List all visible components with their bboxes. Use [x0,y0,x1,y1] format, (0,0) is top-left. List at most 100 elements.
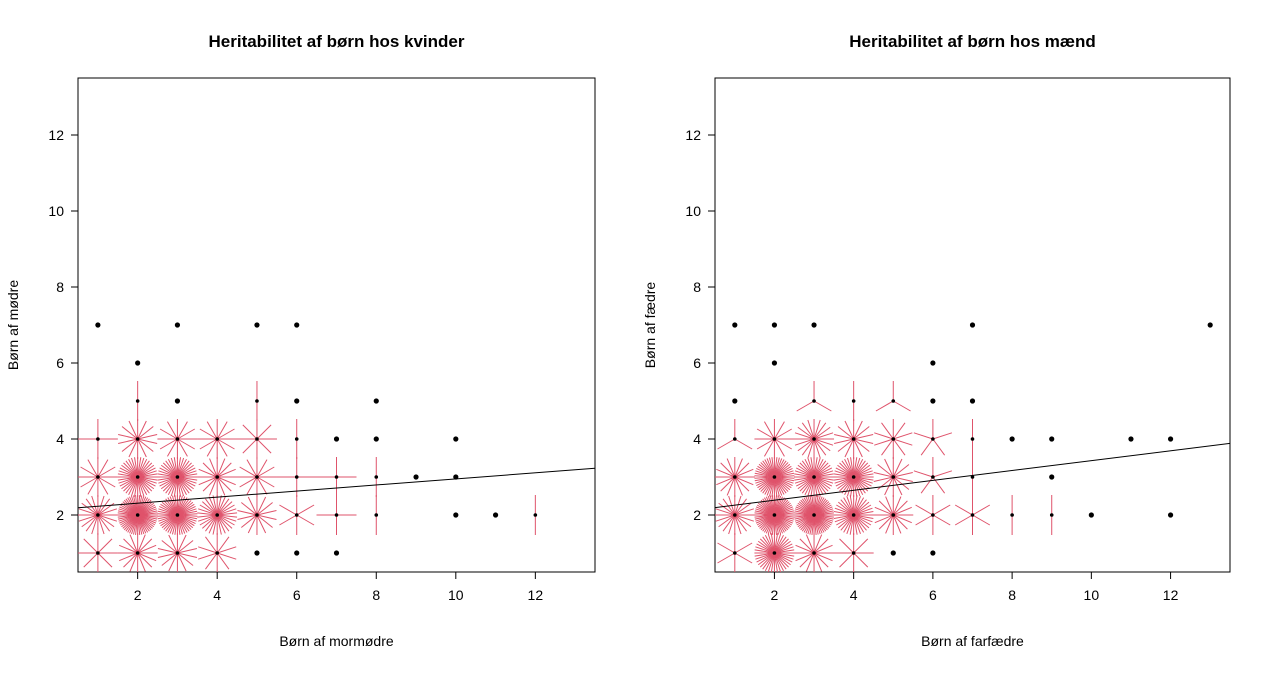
point-center [891,399,896,403]
petal [853,507,873,516]
petal [834,434,854,440]
petal [734,542,753,554]
petal [801,476,815,494]
sunflower-point [715,495,755,535]
petal [159,438,178,450]
petal [770,552,775,572]
petal [893,400,911,412]
sunflower-point [174,322,181,328]
petal [839,476,855,492]
petal [813,476,831,490]
petal [217,546,237,554]
sunflower-point [1128,436,1134,442]
sunflower-point [834,419,874,459]
petal [773,438,785,457]
sunflower-point [1088,512,1094,518]
petal [920,476,934,494]
petal [170,476,178,497]
sunflower-point [1167,512,1174,518]
petal [885,514,894,534]
petal [726,476,736,496]
petal [177,462,192,478]
petal [853,496,861,516]
petal [774,536,787,554]
y-tick-label: 12 [48,127,64,143]
petal [118,438,138,444]
petal [217,476,236,486]
petal [97,508,118,516]
sunflower-point [913,419,953,456]
petal [801,438,815,456]
petal [217,514,237,522]
regression-line [715,442,1230,509]
petal [764,552,775,572]
petal [137,476,153,492]
sunflower-point [373,398,379,404]
petal [137,534,146,554]
petal [756,428,775,440]
petal [833,514,854,519]
petal [125,476,139,494]
petal [722,514,736,532]
point-center [254,322,260,328]
sunflower-point [316,457,357,497]
petal [166,438,178,457]
petal [199,504,218,516]
petal [813,476,821,497]
sunflower-point [117,457,158,497]
petal [893,506,912,516]
chart-title: Heritabilitet af børn hos mænd [849,32,1096,51]
petal [256,514,273,528]
petal [177,540,194,554]
petal [755,546,775,554]
petal [844,476,855,496]
sunflower-point [754,457,795,497]
petal [734,508,754,516]
petal [756,438,775,450]
petal [119,467,138,478]
sunflower-point [754,533,795,572]
point-center [135,437,140,441]
petal [176,457,182,478]
x-tick-label: 6 [929,587,937,603]
petal [239,466,258,478]
sunflower-point [157,457,198,497]
sunflower-point [135,360,141,366]
x-tick-label: 8 [1008,587,1016,603]
petal [799,538,815,554]
sunflower-point [135,381,140,421]
petal [137,462,153,478]
petal [893,472,913,478]
petal [197,514,218,518]
petal [932,514,951,526]
petal [853,457,858,478]
petal [168,534,178,554]
point-center [254,550,260,556]
petal [198,468,218,478]
point-center [255,475,259,479]
petal [795,544,815,554]
petal [176,552,187,572]
petal [892,422,906,440]
petal [137,458,148,478]
petal [734,476,754,486]
petal [794,470,815,478]
petal [915,514,934,526]
petal [835,467,854,478]
petal [853,552,869,568]
petal [833,476,854,481]
petal [128,438,139,458]
petal [256,476,275,488]
sunflower-point [333,550,340,556]
petal [256,476,268,495]
sunflower-point [333,436,340,442]
petal [774,543,793,554]
petal [726,458,736,478]
petal [176,476,185,497]
petal [853,514,872,526]
petal [173,476,178,497]
petal [256,466,275,478]
sunflower-point [969,322,976,328]
point-center [175,475,180,479]
petal [813,476,818,497]
